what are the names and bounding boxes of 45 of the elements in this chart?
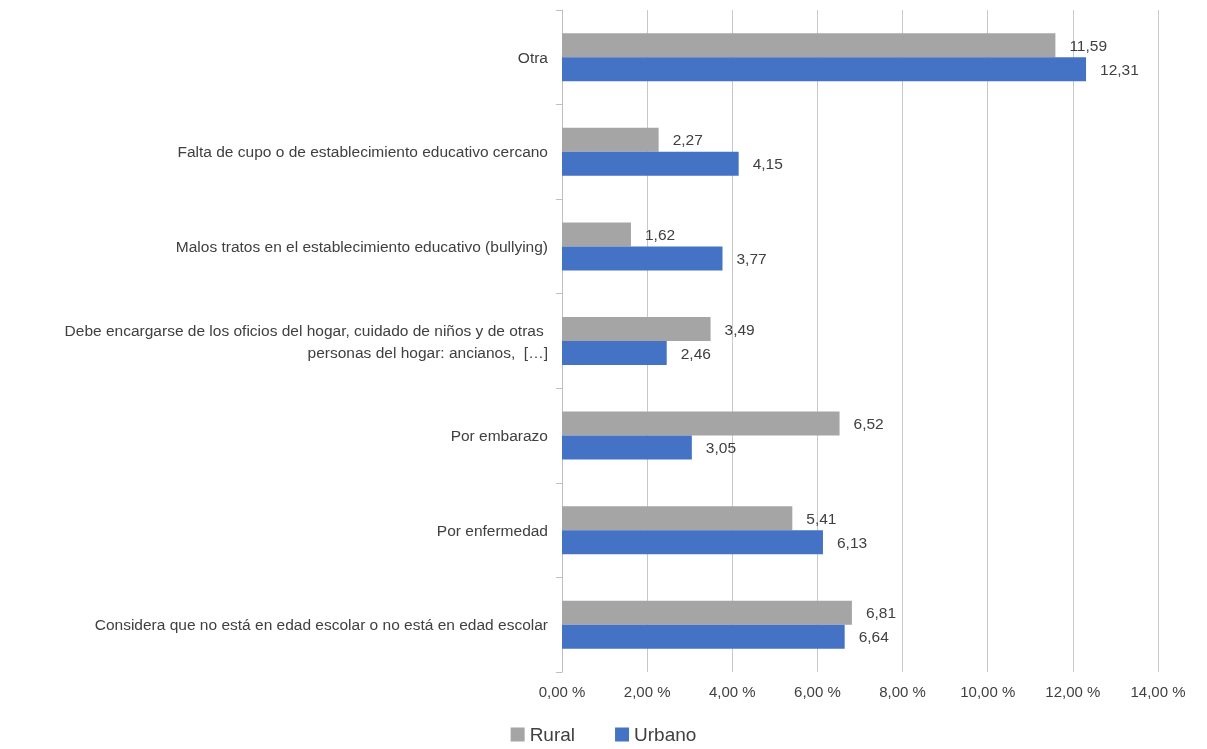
bar [562,317,711,341]
bar [562,435,692,460]
bar [562,246,723,271]
y-tick-label: Falta de cupo o de establecimiento educativo cercano [177,143,548,161]
data-label: 3,49 [724,320,755,338]
data-label: 2,27 [672,131,703,149]
x-tick-label: 12,00 % [1045,683,1101,700]
bar [562,600,852,625]
y-tick-label: Debe encargarse de los oficios del hogar, cuidado de niños y de otras personas del hogar: ancianos, […] [64,321,548,361]
data-label: 3,05 [705,439,737,457]
legend-label: Rural [529,724,576,745]
x-tick-label: 8,00 % [879,683,926,700]
x-tick-label: 2,00 % [623,683,671,700]
data-label: 6,64 [858,628,890,646]
x-tick-label: 6,00 % [794,683,841,700]
bar [562,151,739,176]
data-label: 6,81 [865,604,897,622]
y-tick-label: Otra [517,48,549,66]
bar [562,222,631,247]
bar [562,506,793,531]
bar [562,57,1087,82]
data-label: 3,77 [736,249,767,267]
bar [562,530,823,555]
x-tick-label: 0,00 % [538,683,586,700]
x-tick-label: 14,00 % [1130,683,1186,700]
bar [562,341,667,365]
x-tick-label: 4,00 % [708,683,756,700]
x-tick-label: 10,00 % [960,683,1016,700]
data-label: 4,15 [752,155,783,173]
data-label: 6,13 [836,533,868,551]
data-label: 12,31 [1100,60,1139,78]
y-tick-label: Por enfermedad [436,521,548,539]
data-label: 6,52 [853,415,884,433]
data-label: 2,46 [680,344,711,362]
bar [562,33,1056,58]
y-tick-label: Por embarazo [450,427,548,445]
data-label: 1,62 [644,225,676,243]
y-tick-label: Malos tratos en el establecimiento educativo (bullying) [175,237,548,255]
data-label: 5,41 [806,509,837,527]
data-label: 11,59 [1069,36,1108,54]
bar [562,624,845,649]
y-tick-label: Considera que no está en edad escolar o no está en edad escolar [94,616,548,634]
bar [562,127,659,152]
legend-label: Urbano [634,724,697,745]
bar [562,411,840,436]
